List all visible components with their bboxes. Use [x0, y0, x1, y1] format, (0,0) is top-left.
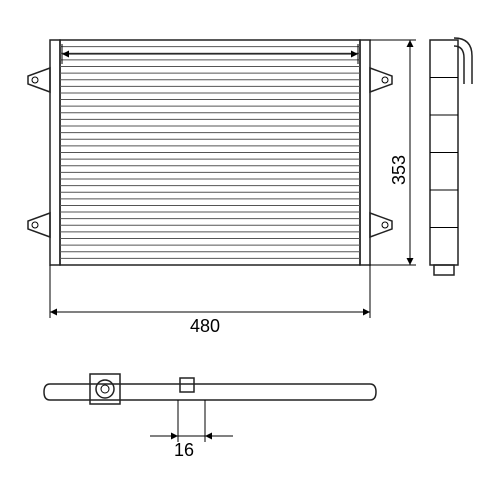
mount-bracket [28, 68, 50, 92]
mount-bracket [370, 213, 392, 237]
dimension-height: 353 [370, 40, 416, 265]
dim-width-label: 480 [190, 316, 220, 336]
front-view [28, 40, 392, 265]
mount-bracket [28, 213, 50, 237]
dim-depth-label: 16 [174, 440, 194, 460]
side-view [430, 38, 472, 275]
mount-bracket [370, 68, 392, 92]
bottom-view [44, 374, 376, 404]
dimension-width: 480 [50, 265, 370, 336]
dimension-depth: 16 [150, 400, 233, 460]
dim-height-label: 353 [389, 155, 409, 185]
core-fins [60, 47, 360, 259]
